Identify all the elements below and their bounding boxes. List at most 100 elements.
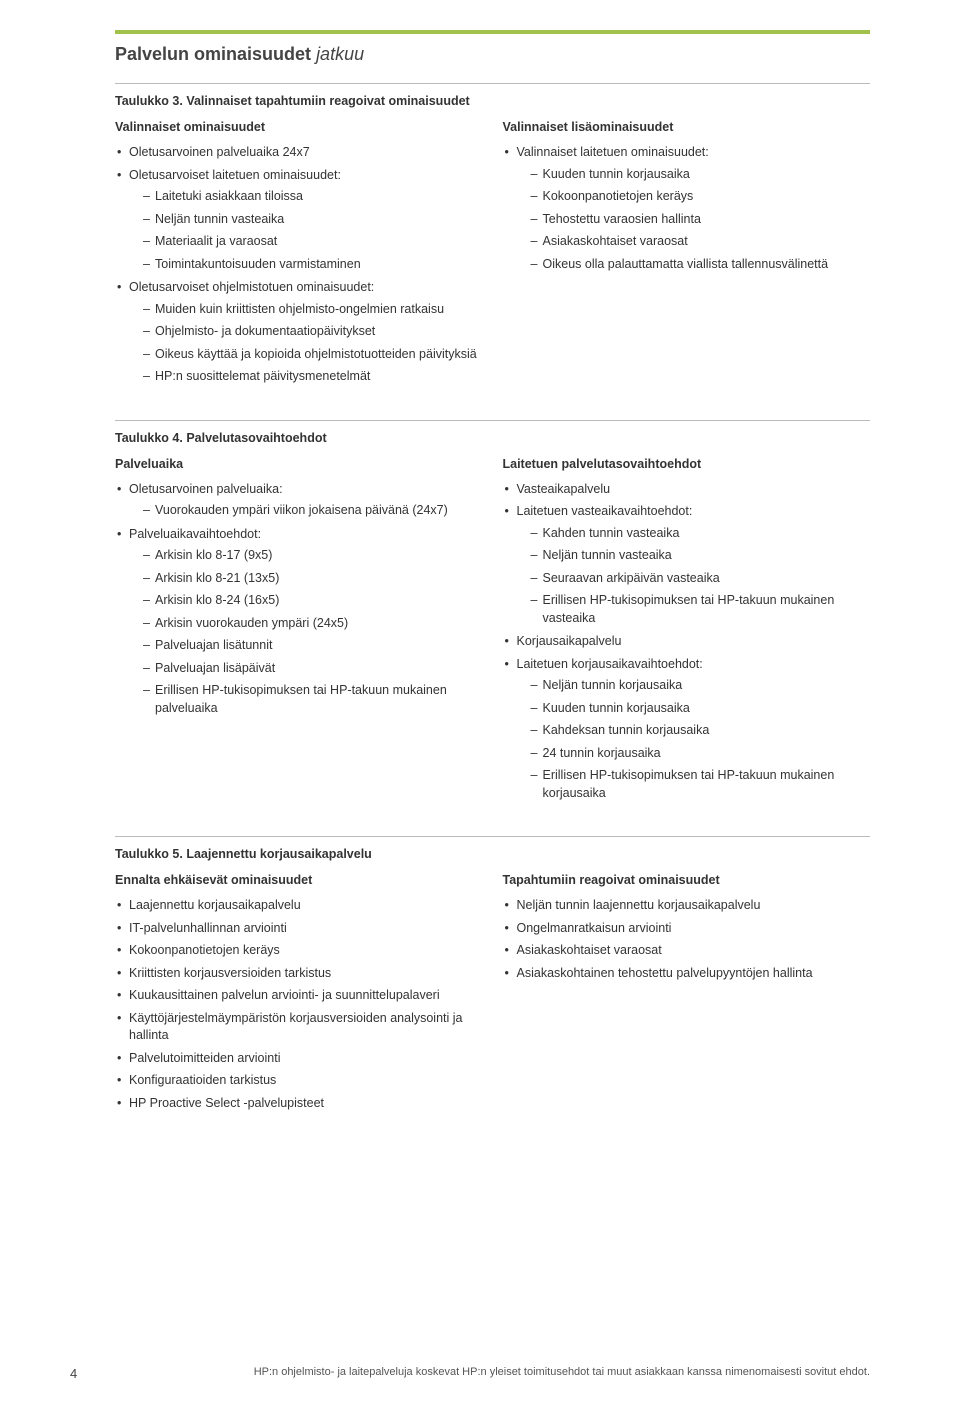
list-item: Korjausaikapalvelu (503, 633, 871, 651)
list-item: Käyttöjärjestelmäympäristön korjausversi… (115, 1010, 483, 1045)
sub-item: Kahdeksan tunnin korjausaika (531, 722, 871, 740)
sub-item: Seuraavan arkipäivän vasteaika (531, 570, 871, 588)
list-text: Oletusarvoinen palveluaika: (129, 482, 283, 496)
sub-item: Palveluajan lisäpäivät (143, 660, 483, 678)
table4-right-list: Vasteaikapalvelu Laitetuen vasteaikavaih… (503, 481, 871, 803)
table3-left-heading: Valinnaiset ominaisuudet (115, 120, 483, 134)
sub-item: Erillisen HP-tukisopimuksen tai HP-takuu… (531, 767, 871, 802)
list-item: Oletusarvoinen palveluaika 24x7 (115, 144, 483, 162)
table4-left-col: Palveluaika Oletusarvoinen palveluaika: … (115, 457, 483, 809)
accent-bar (115, 30, 870, 34)
page-title-main: Palvelun ominaisuudet (115, 44, 311, 64)
footer: 4 HP:n ohjelmisto- ja laitepalveluja kos… (0, 1366, 960, 1381)
list-item: Oletusarvoiset ohjelmistotuen ominaisuud… (115, 279, 483, 386)
sub-item: Materiaalit ja varaosat (143, 233, 483, 251)
sub-item: Toimintakuntoisuuden varmistaminen (143, 256, 483, 274)
sub-item: Kuuden tunnin korjausaika (531, 700, 871, 718)
table5-left-heading: Ennalta ehkäisevät ominaisuudet (115, 873, 483, 887)
list-item: Asiakaskohtaiset varaosat (503, 942, 871, 960)
table5-section: Taulukko 5. Laajennettu korjausaikapalve… (115, 836, 870, 1117)
sub-item: Erillisen HP-tukisopimuksen tai HP-takuu… (531, 592, 871, 627)
list-text: Oletusarvoiset ohjelmistotuen ominaisuud… (129, 280, 374, 294)
sub-item: Muiden kuin kriittisten ohjelmisto-ongel… (143, 301, 483, 319)
sub-item: HP:n suosittelemat päivitysmenetelmät (143, 368, 483, 386)
list-item: Vasteaikapalvelu (503, 481, 871, 499)
sub-item: Kokoonpanotietojen keräys (531, 188, 871, 206)
table3-right-heading: Valinnaiset lisäominaisuudet (503, 120, 871, 134)
sub-item: Vuorokauden ympäri viikon jokaisena päiv… (143, 502, 483, 520)
list-item: Oletusarvoiset laitetuen ominaisuudet: L… (115, 167, 483, 274)
sub-item: Arkisin vuorokauden ympäri (24x5) (143, 615, 483, 633)
page-container: Palvelun ominaisuudet jatkuu Taulukko 3.… (0, 0, 960, 1405)
table4-left-list: Oletusarvoinen palveluaika: Vuorokauden … (115, 481, 483, 718)
table5-right-col: Tapahtumiin reagoivat ominaisuudet Neljä… (503, 873, 871, 1117)
list-item: Laitetuen korjausaikavaihtoehdot: Neljän… (503, 656, 871, 803)
list-item: Neljän tunnin laajennettu korjausaikapal… (503, 897, 871, 915)
list-text: Palveluaikavaihtoehdot: (129, 527, 261, 541)
table3-left-list: Oletusarvoinen palveluaika 24x7 Oletusar… (115, 144, 483, 386)
table3-right-col: Valinnaiset lisäominaisuudet Valinnaiset… (503, 120, 871, 392)
table5-right-heading: Tapahtumiin reagoivat ominaisuudet (503, 873, 871, 887)
sub-item: Ohjelmisto- ja dokumentaatiopäivitykset (143, 323, 483, 341)
table5-left-col: Ennalta ehkäisevät ominaisuudet Laajenne… (115, 873, 483, 1117)
table3-title: Taulukko 3. Valinnaiset tapahtumiin reag… (115, 94, 870, 108)
sub-item: Asiakaskohtaiset varaosat (531, 233, 871, 251)
table4-columns: Palveluaika Oletusarvoinen palveluaika: … (115, 457, 870, 809)
sub-item: Arkisin klo 8-21 (13x5) (143, 570, 483, 588)
list-item: Oletusarvoinen palveluaika: Vuorokauden … (115, 481, 483, 520)
table4-section: Taulukko 4. Palvelutasovaihtoehdot Palve… (115, 420, 870, 809)
sub-item: Tehostettu varaosien hallinta (531, 211, 871, 229)
sublist: Kuuden tunnin korjausaika Kokoonpanotiet… (531, 166, 871, 274)
table4-right-heading: Laitetuen palvelutasovaihtoehdot (503, 457, 871, 471)
list-item: Palveluaikavaihtoehdot: Arkisin klo 8-17… (115, 526, 483, 718)
sublist: Vuorokauden ympäri viikon jokaisena päiv… (143, 502, 483, 520)
sub-item: Arkisin klo 8-17 (9x5) (143, 547, 483, 565)
table5-title: Taulukko 5. Laajennettu korjausaikapalve… (115, 847, 870, 861)
sub-item: 24 tunnin korjausaika (531, 745, 871, 763)
footer-text: HP:n ohjelmisto- ja laitepalveluja koske… (254, 1366, 870, 1381)
sub-item: Kahden tunnin vasteaika (531, 525, 871, 543)
table3-section: Taulukko 3. Valinnaiset tapahtumiin reag… (115, 83, 870, 392)
list-item: Kriittisten korjausversioiden tarkistus (115, 965, 483, 983)
list-item: Kuukausittainen palvelun arviointi- ja s… (115, 987, 483, 1005)
table5-columns: Ennalta ehkäisevät ominaisuudet Laajenne… (115, 873, 870, 1117)
list-text: Laitetuen vasteaikavaihtoehdot: (517, 504, 693, 518)
page-title-suffix: jatkuu (316, 44, 364, 64)
sub-item: Neljän tunnin vasteaika (531, 547, 871, 565)
table3-left-col: Valinnaiset ominaisuudet Oletusarvoinen … (115, 120, 483, 392)
sub-item: Kuuden tunnin korjausaika (531, 166, 871, 184)
sub-item: Palveluajan lisätunnit (143, 637, 483, 655)
sub-item: Erillisen HP-tukisopimuksen tai HP-takuu… (143, 682, 483, 717)
list-text: Valinnaiset laitetuen ominaisuudet: (517, 145, 709, 159)
list-item: HP Proactive Select -palvelupisteet (115, 1095, 483, 1113)
sublist: Neljän tunnin korjausaika Kuuden tunnin … (531, 677, 871, 802)
table4-title: Taulukko 4. Palvelutasovaihtoehdot (115, 431, 870, 445)
table3-right-list: Valinnaiset laitetuen ominaisuudet: Kuud… (503, 144, 871, 273)
list-item: Laitetuen vasteaikavaihtoehdot: Kahden t… (503, 503, 871, 627)
sub-item: Neljän tunnin vasteaika (143, 211, 483, 229)
sub-item: Neljän tunnin korjausaika (531, 677, 871, 695)
list-item: Ongelmanratkaisun arviointi (503, 920, 871, 938)
list-text: Oletusarvoiset laitetuen ominaisuudet: (129, 168, 341, 182)
sublist: Muiden kuin kriittisten ohjelmisto-ongel… (143, 301, 483, 386)
sub-item: Laitetuki asiakkaan tiloissa (143, 188, 483, 206)
page-title: Palvelun ominaisuudet jatkuu (115, 44, 870, 65)
table3-columns: Valinnaiset ominaisuudet Oletusarvoinen … (115, 120, 870, 392)
table5-left-list: Laajennettu korjausaikapalvelu IT-palvel… (115, 897, 483, 1112)
sub-item: Oikeus olla palauttamatta viallista tall… (531, 256, 871, 274)
list-item: Valinnaiset laitetuen ominaisuudet: Kuud… (503, 144, 871, 273)
table5-right-list: Neljän tunnin laajennettu korjausaikapal… (503, 897, 871, 982)
list-item: Palvelutoimitteiden arviointi (115, 1050, 483, 1068)
list-text: Oletusarvoinen palveluaika 24x7 (129, 145, 310, 159)
sub-item: Oikeus käyttää ja kopioida ohjelmistotuo… (143, 346, 483, 364)
list-item: Laajennettu korjausaikapalvelu (115, 897, 483, 915)
sublist: Arkisin klo 8-17 (9x5) Arkisin klo 8-21 … (143, 547, 483, 717)
sublist: Laitetuki asiakkaan tiloissa Neljän tunn… (143, 188, 483, 273)
page-number: 4 (70, 1366, 77, 1381)
table4-left-heading: Palveluaika (115, 457, 483, 471)
list-item: Konfiguraatioiden tarkistus (115, 1072, 483, 1090)
sublist: Kahden tunnin vasteaika Neljän tunnin va… (531, 525, 871, 628)
list-item: Kokoonpanotietojen keräys (115, 942, 483, 960)
list-item: IT-palvelunhallinnan arviointi (115, 920, 483, 938)
list-text: Korjausaikapalvelu (517, 634, 622, 648)
